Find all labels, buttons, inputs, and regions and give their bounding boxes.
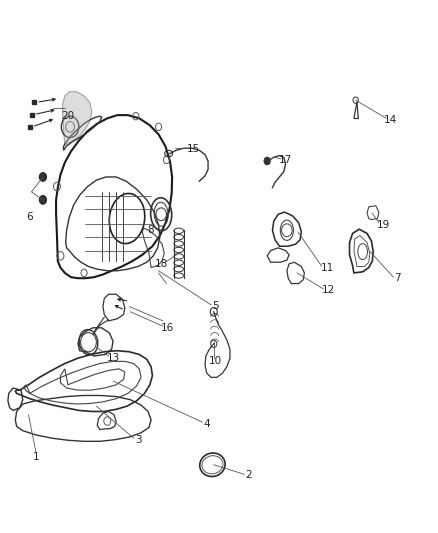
Text: 10: 10 bbox=[209, 357, 222, 366]
Text: 12: 12 bbox=[322, 286, 335, 295]
Text: 6: 6 bbox=[26, 213, 33, 222]
Text: 15: 15 bbox=[187, 144, 200, 154]
Text: 3: 3 bbox=[134, 435, 141, 445]
Text: 5: 5 bbox=[212, 302, 219, 311]
Circle shape bbox=[264, 157, 270, 165]
Text: 2: 2 bbox=[245, 471, 252, 480]
Text: 7: 7 bbox=[394, 273, 401, 283]
Text: 20: 20 bbox=[61, 111, 74, 121]
Circle shape bbox=[39, 173, 46, 181]
Text: 16: 16 bbox=[161, 323, 174, 333]
Text: 8: 8 bbox=[148, 225, 154, 235]
Text: 19: 19 bbox=[377, 220, 390, 230]
Text: 14: 14 bbox=[384, 115, 397, 125]
Polygon shape bbox=[63, 92, 92, 145]
Text: 11: 11 bbox=[321, 263, 334, 272]
Text: 13: 13 bbox=[106, 353, 120, 363]
Text: 17: 17 bbox=[279, 155, 292, 165]
Circle shape bbox=[39, 196, 46, 204]
Text: 4: 4 bbox=[203, 419, 210, 429]
Text: 18: 18 bbox=[155, 259, 168, 269]
Text: 1: 1 bbox=[32, 453, 39, 462]
